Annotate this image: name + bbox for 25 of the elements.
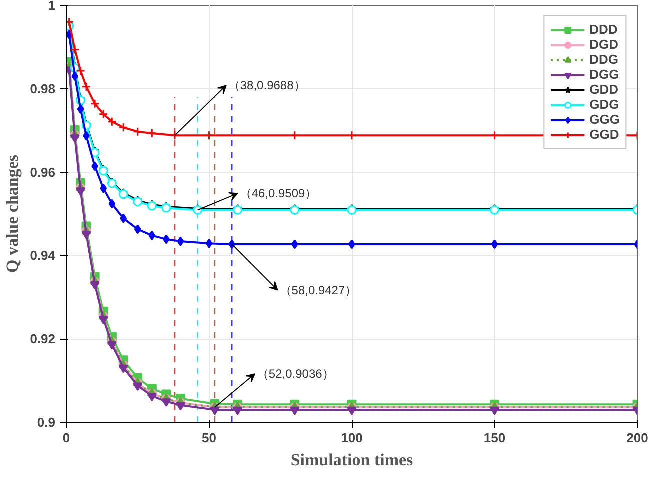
x-tick-label: 50 xyxy=(202,430,216,446)
y-tick-label: 0.94 xyxy=(30,248,56,264)
x-tick-label: 0 xyxy=(62,430,70,446)
legend-label: DDD xyxy=(590,22,618,37)
x-tick-label: 200 xyxy=(626,430,648,446)
x-tick-label: 150 xyxy=(484,430,506,446)
annotation: （46,0.9509） xyxy=(240,186,318,201)
y-tick-label: 0.98 xyxy=(30,81,56,96)
y-axis-title: Q value changes xyxy=(3,154,22,274)
y-tick-label: 0.92 xyxy=(30,332,56,347)
x-axis-title: Simulation times xyxy=(290,450,414,470)
legend-label: GGD xyxy=(590,127,620,142)
annotation: （52,0.9036） xyxy=(256,367,334,382)
legend-label: DGG xyxy=(590,67,620,82)
annotation: （58,0.9427） xyxy=(280,283,358,298)
x-tick-label: 100 xyxy=(341,430,363,446)
legend-label: GDG xyxy=(590,97,620,112)
annotation: （38,0.9688） xyxy=(228,78,306,93)
y-tick-label: 0.96 xyxy=(30,164,56,180)
legend-label: DGD xyxy=(590,37,619,52)
y-tick-label: 1 xyxy=(48,0,56,13)
legend-label: DDG xyxy=(590,52,619,67)
y-tick-label: 0.9 xyxy=(37,415,56,430)
legend-label: GGG xyxy=(590,112,620,127)
legend-label: GDD xyxy=(590,82,619,97)
